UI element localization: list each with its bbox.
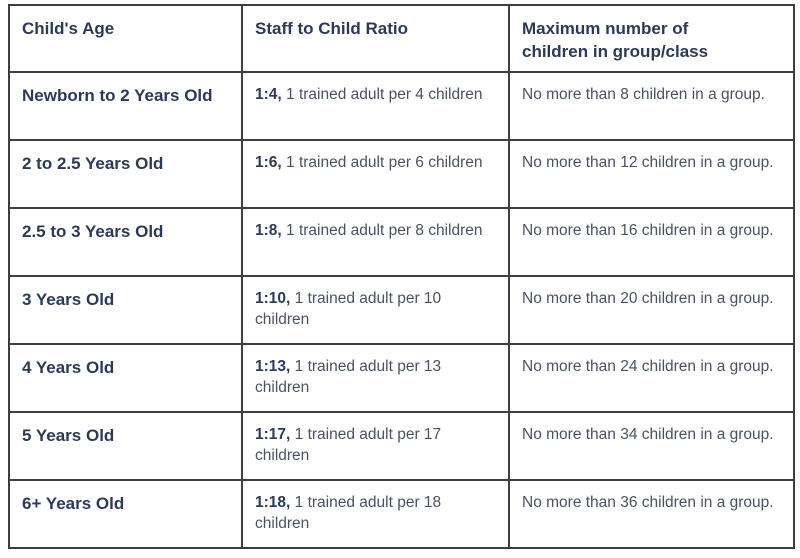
table-row: 2 to 2.5 Years Old 1:6, 1 trained adult p… (8, 139, 795, 209)
max-children-cell: No more than 34 children in a group. (508, 411, 795, 481)
age-cell: 5 Years Old (8, 411, 243, 481)
ratio-description: 1 trained adult per 4 children (286, 86, 483, 103)
table-row: 2.5 to 3 Years Old 1:8, 1 trained adult p… (8, 207, 795, 277)
table-row: Newborn to 2 Years Old 1:4, 1 trained adu… (8, 71, 795, 141)
ratio-value: 1:8, (255, 222, 282, 239)
max-children-cell: No more than 20 children in a group. (508, 275, 795, 345)
ratio-description: 1 trained adult per 10 children (255, 290, 442, 328)
max-children-cell: No more than 36 children in a group. (508, 479, 795, 549)
ratio-description: 1 trained adult per 13 children (255, 358, 442, 396)
ratio-value: 1:4, (255, 86, 282, 103)
age-cell: 6+ Years Old (8, 479, 243, 549)
ratio-cell: 1:10, 1 trained adult per 10 children (241, 275, 510, 345)
header-childs-age: Child's Age (8, 4, 243, 73)
ratio-description: 1 trained adult per 6 children (286, 154, 483, 171)
ratio-cell: 1:8, 1 trained adult per 8 children (241, 207, 510, 277)
ratio-description: 1 trained adult per 8 children (286, 222, 483, 239)
max-children-cell: No more than 16 children in a group. (508, 207, 795, 277)
ratio-value: 1:18, (255, 494, 291, 511)
ratio-cell: 1:6, 1 trained adult per 6 children (241, 139, 510, 209)
max-children-cell: No more than 24 children in a group. (508, 343, 795, 413)
age-cell: 3 Years Old (8, 275, 243, 345)
max-children-cell: No more than 12 children in a group. (508, 139, 795, 209)
table-row: 5 Years Old 1:17, 1 trained adult per 17 … (8, 411, 795, 481)
ratio-value: 1:10, (255, 290, 291, 307)
age-cell: Newborn to 2 Years Old (8, 71, 243, 141)
ratio-cell: 1:13, 1 trained adult per 13 children (241, 343, 510, 413)
table-row: 6+ Years Old 1:18, 1 trained adult per 18… (8, 479, 795, 549)
ratio-value: 1:6, (255, 154, 282, 171)
max-children-cell: No more than 8 children in a group. (508, 71, 795, 141)
staff-child-ratio-table: Child's Age Staff to Child Ratio Maximum… (8, 4, 795, 549)
age-cell: 2.5 to 3 Years Old (8, 207, 243, 277)
age-cell: 4 Years Old (8, 343, 243, 413)
age-cell: 2 to 2.5 Years Old (8, 139, 243, 209)
ratio-cell: 1:18, 1 trained adult per 18 children (241, 479, 510, 549)
ratio-value: 1:13, (255, 358, 291, 375)
ratio-cell: 1:4, 1 trained adult per 4 children (241, 71, 510, 141)
table-row: 3 Years Old 1:10, 1 trained adult per 10 … (8, 275, 795, 345)
ratio-description: 1 trained adult per 17 children (255, 426, 442, 464)
header-row: Child's Age Staff to Child Ratio Maximum… (8, 4, 795, 73)
table-row: 4 Years Old 1:13, 1 trained adult per 13 … (8, 343, 795, 413)
table-header: Child's Age Staff to Child Ratio Maximum… (8, 4, 795, 73)
ratio-value: 1:17, (255, 426, 291, 443)
ratio-cell: 1:17, 1 trained adult per 17 children (241, 411, 510, 481)
table-body: Newborn to 2 Years Old 1:4, 1 trained adu… (8, 71, 795, 549)
ratio-description: 1 trained adult per 18 children (255, 494, 442, 532)
header-staff-to-child-ratio: Staff to Child Ratio (241, 4, 510, 73)
header-max-children: Maximum number of children in group/clas… (508, 4, 795, 73)
